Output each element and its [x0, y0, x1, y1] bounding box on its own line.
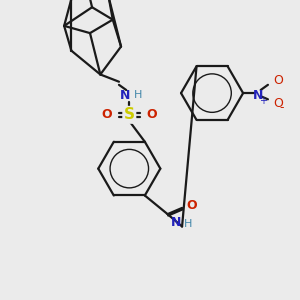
Text: O: O — [273, 97, 283, 110]
Text: S: S — [124, 107, 135, 122]
Text: N: N — [252, 89, 263, 102]
Text: O: O — [186, 199, 197, 212]
Text: -: - — [279, 101, 283, 114]
Text: H: H — [134, 90, 142, 100]
Text: +: + — [259, 96, 267, 106]
Text: N: N — [120, 89, 130, 102]
Text: O: O — [273, 74, 283, 87]
Text: O: O — [147, 108, 158, 121]
Text: H: H — [184, 219, 193, 229]
Text: N: N — [171, 216, 181, 229]
Text: O: O — [101, 108, 112, 121]
